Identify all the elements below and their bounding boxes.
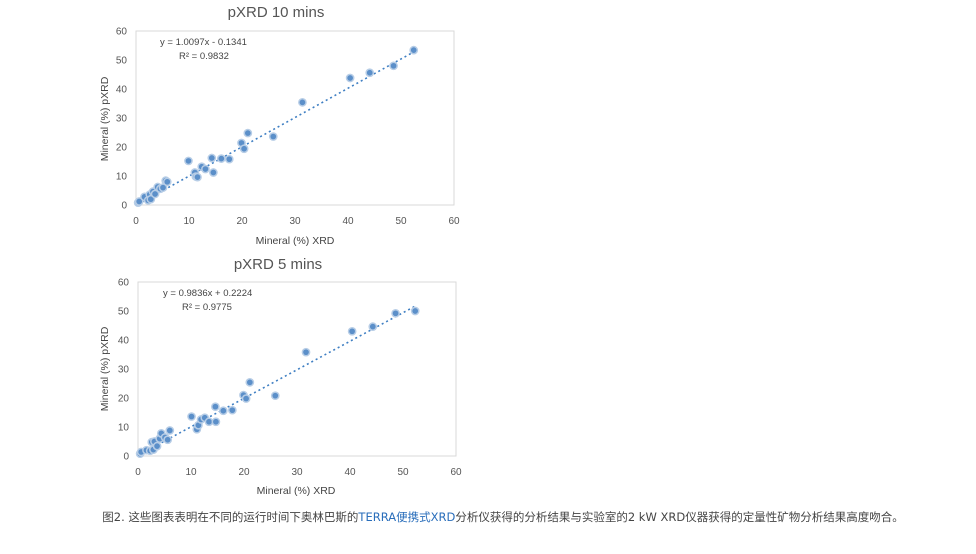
trendline-equation: y = 0.9836x + 0.2224 (163, 288, 252, 299)
y-tick-label: 0 (121, 201, 127, 212)
x-tick-label: 30 (291, 467, 303, 478)
terra-product-link[interactable]: TERRA便携式XRD (358, 510, 456, 524)
x-axis-label: Mineral (%) XRD (256, 235, 335, 247)
y-tick-label: 0 (123, 452, 129, 463)
data-point (245, 377, 255, 387)
data-point (410, 306, 420, 316)
x-axis-label: Mineral (%) XRD (257, 485, 336, 497)
r-squared-label: R² = 0.9775 (182, 302, 232, 313)
data-point (211, 402, 220, 412)
y-tick-label: 30 (116, 114, 128, 125)
data-point (211, 417, 221, 427)
y-tick-label: 60 (116, 27, 128, 38)
x-tick-label: 0 (135, 467, 141, 478)
data-point (368, 322, 378, 332)
data-point (409, 45, 419, 55)
chart-title: pXRD 10 mins (228, 4, 325, 21)
data-point (243, 128, 253, 138)
caption-text-prefix: 图2. 这些图表表明在不同的运行时间下奥林巴斯的 (102, 510, 359, 524)
y-tick-label: 20 (116, 143, 128, 154)
data-point (391, 308, 400, 318)
data-point (268, 132, 278, 141)
x-tick-label: 40 (342, 216, 354, 227)
x-tick-label: 10 (185, 467, 197, 478)
data-point (298, 97, 307, 107)
chart-title: pXRD 5 mins (234, 256, 322, 273)
trendline (139, 305, 416, 456)
data-point (165, 426, 175, 435)
y-tick-label: 50 (116, 56, 128, 67)
data-point (347, 326, 357, 336)
data-point (201, 164, 210, 174)
data-point (152, 441, 162, 451)
data-point (389, 61, 398, 71)
plot-area (137, 281, 457, 457)
data-point (270, 391, 280, 401)
trendline-equation: y = 1.0097x - 0.1341 (160, 37, 247, 48)
y-tick-label: 10 (118, 423, 130, 434)
x-tick-label: 50 (395, 216, 407, 227)
data-point (241, 394, 251, 403)
data-point (224, 154, 234, 164)
chart-pxrd-5-mins: pXRD 5 mins Mineral (%) pXRD Mineral (%)… (99, 256, 462, 497)
data-point (218, 406, 228, 416)
y-tick-label: 10 (116, 172, 128, 183)
data-point (345, 73, 355, 83)
data-point (184, 156, 193, 166)
x-tick-label: 0 (133, 216, 139, 227)
data-point (239, 144, 249, 154)
data-point (187, 412, 196, 421)
r-squared-label: R² = 0.9832 (179, 51, 229, 62)
chart-pxrd-10-mins: pXRD 10 mins Mineral (%) pXRD Mineral (%… (99, 4, 460, 247)
y-tick-label: 20 (118, 394, 130, 405)
data-point (227, 405, 237, 415)
caption-text-suffix: 分析仪获得的分析结果与实验室的2 kW XRD仪器获得的定量性矿物分析结果高度吻… (455, 510, 904, 524)
y-tick-label: 60 (118, 278, 130, 289)
x-tick-label: 20 (236, 216, 248, 227)
figure-caption: 图2. 这些图表表明在不同的运行时间下奥林巴斯的TERRA便携式XRD分析仪获得… (90, 508, 916, 527)
data-point (301, 347, 311, 357)
x-tick-label: 60 (448, 216, 460, 227)
data-point (207, 153, 217, 163)
x-tick-label: 50 (397, 467, 409, 478)
y-tick-label: 50 (118, 307, 130, 318)
x-tick-label: 30 (289, 216, 301, 227)
y-tick-label: 40 (118, 336, 130, 347)
data-point (134, 197, 144, 206)
plot-area (135, 30, 455, 206)
x-tick-label: 40 (344, 467, 356, 478)
y-axis-label: Mineral (%) pXRD (99, 326, 111, 411)
data-point (163, 435, 173, 445)
data-point (209, 168, 218, 177)
x-tick-label: 60 (450, 467, 462, 478)
data-point (204, 417, 214, 427)
data-point (216, 154, 226, 163)
x-tick-label: 10 (183, 216, 195, 227)
y-tick-label: 30 (118, 365, 130, 376)
y-tick-label: 40 (116, 85, 128, 96)
x-tick-label: 20 (238, 467, 250, 478)
data-point (365, 68, 375, 78)
data-point (162, 177, 172, 187)
data-point (193, 172, 202, 182)
y-axis-label: Mineral (%) pXRD (99, 76, 111, 161)
